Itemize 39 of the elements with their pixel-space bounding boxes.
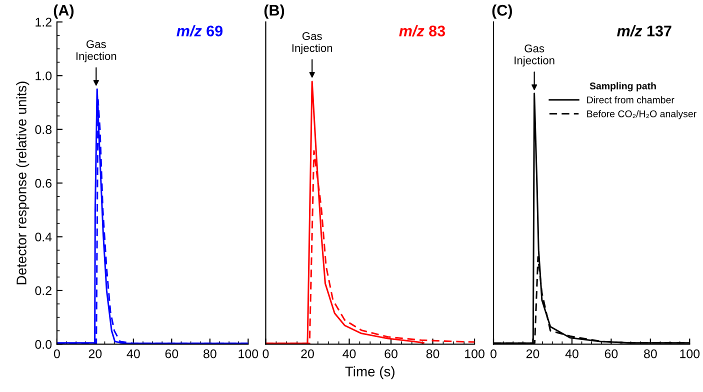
chart-subtitle: m/z 137 <box>617 25 672 37</box>
x-tick-label: 100 <box>680 349 700 358</box>
x-tick-label: 100 <box>465 349 484 358</box>
x-tick-label: 60 <box>165 349 178 358</box>
legend-label: Before CO₂/H₂O analyser <box>587 110 696 120</box>
x-tick-label: 80 <box>644 349 657 358</box>
chart-subtitle: m/z 69 <box>176 25 223 37</box>
x-tick-label: 0 <box>490 349 496 358</box>
x-tick-label: 40 <box>565 349 578 358</box>
chart-subtitle: m/z 83 <box>399 25 446 37</box>
y-tick-label: 1.2 <box>36 18 52 26</box>
y-tick-label: 0.2 <box>35 286 52 296</box>
x-tick-label: 40 <box>126 349 140 358</box>
x-tick-label: 0 <box>54 349 60 358</box>
x-tick-label: 40 <box>342 349 356 358</box>
x-tick-label: 20 <box>301 349 314 358</box>
x-axis-title: Time (s) <box>345 366 394 380</box>
annotation: Gas Injection <box>514 44 554 67</box>
x-tick-label: 0 <box>262 349 269 358</box>
y-axis-title: Detector response (relative units) <box>16 82 30 284</box>
x-tick-label: 20 <box>526 349 540 358</box>
annotation: Gas Injection <box>76 40 116 62</box>
y-tick-label: 0.8 <box>35 125 52 134</box>
x-tick-label: 60 <box>384 349 398 358</box>
annotation: Gas Injection <box>292 32 332 54</box>
x-tick-label: 20 <box>88 349 102 358</box>
chart-title: (B) <box>264 4 284 19</box>
x-tick-label: 80 <box>426 349 440 358</box>
y-tick-label: 0.0 <box>35 340 52 349</box>
y-tick-label: 1.0 <box>36 71 52 80</box>
chart-title: (C) <box>492 4 512 19</box>
x-tick-label: 80 <box>204 349 216 358</box>
y-tick-label: 0.6 <box>35 178 52 188</box>
x-tick-label: 60 <box>604 349 618 358</box>
x-tick-label: 100 <box>238 349 258 358</box>
legend-label: Direct from chamber <box>587 96 674 104</box>
chart-title: (A) <box>54 4 74 19</box>
legend-title: Sampling path <box>590 82 656 92</box>
y-tick-label: 0.4 <box>35 232 52 242</box>
